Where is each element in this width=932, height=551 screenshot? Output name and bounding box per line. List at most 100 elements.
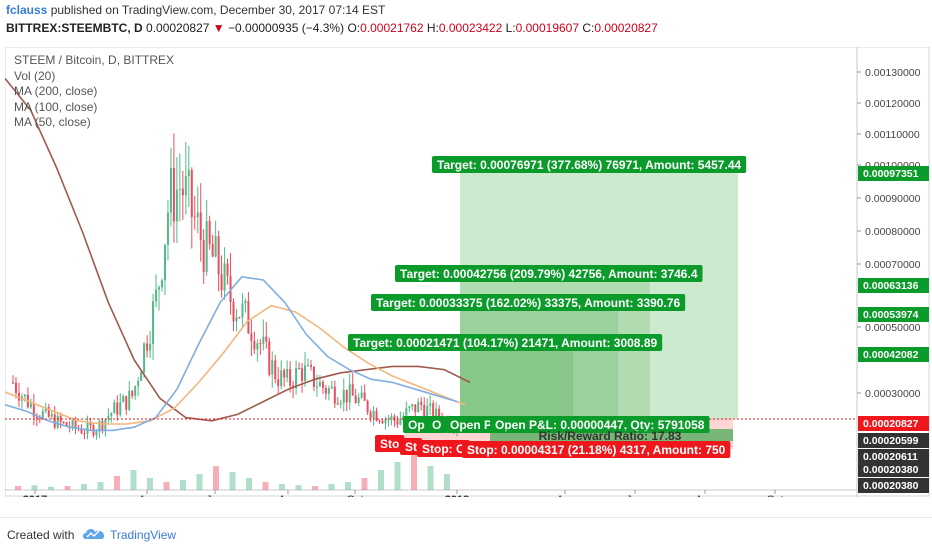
volume-bar [295,485,302,490]
candle-body [414,404,417,413]
candle-body [315,386,318,388]
candle-body [268,341,271,375]
candle-body [417,401,420,413]
chart-area[interactable]: 0.001300000.001200000.001100000.00100000… [5,47,930,497]
entry-label-text: Open P&L: 0.00000447, Qty: 5791058 [495,418,705,432]
candle-body [140,372,143,381]
candle-body [301,368,304,381]
candle-body [71,420,74,428]
volume-bar [180,480,186,490]
price-tag-box [858,433,929,448]
legend-volume[interactable]: Vol (20) [14,68,56,83]
open-value: 0.00021762 [360,21,424,35]
price-tag: 0.00020380 [858,462,929,477]
x-tick-label: Apr [556,494,573,497]
candle-body [80,429,83,434]
candle-body [238,317,241,319]
price-tag: 0.00053974 [858,307,929,322]
candle-body [12,382,14,384]
author-name[interactable]: fclauss [6,3,48,17]
entry-label-box [490,416,710,433]
stop-label-c-text: Stop: C [422,442,465,456]
price-tag-box [858,307,929,322]
volume-bar [361,478,368,490]
footer: Created with TradingView [0,517,932,551]
price-tag-label: 0.00063136 [863,280,919,292]
stop-label-b-box [400,438,422,455]
x-tick-label: Oct [766,494,783,497]
candle-body [235,317,238,322]
price-tag-label: 0.00020599 [863,435,919,447]
candle-body [408,406,411,409]
candle-body [324,388,327,394]
target-label-4-box [348,334,663,351]
candle-body [426,405,429,418]
stop-label-a: Sto [375,435,405,452]
candle-body [345,389,348,403]
target-label-1-box [432,156,747,173]
legend-ma100[interactable]: MA (100, close) [14,99,98,114]
x-tick-label: Jun [206,494,224,497]
price-tag-label: 0.00053974 [863,309,919,321]
x-tick-label: Aug [278,494,298,497]
candle-body [134,386,137,396]
candle-body [35,416,38,419]
candle-body [116,402,119,415]
candle-body [342,389,345,403]
candle-body [247,300,250,334]
price-tag: 0.00042082 [858,347,929,362]
legend-series-title[interactable]: STEEM / Bitcoin, D, BITTREX [14,53,175,67]
candle-body [372,410,375,418]
volume-bar [147,478,153,490]
price-tag: 0.00020599 [858,433,929,448]
candle-body [137,380,140,387]
stop-label-c-box [417,440,470,457]
tradingview-brand[interactable]: TradingView [110,528,177,542]
candle-body [435,408,438,420]
candle-body [184,175,187,196]
candle-body [339,402,342,405]
candle-body [211,243,214,257]
candle-body [244,300,247,304]
stop-label-text: Stop: 0.00004317 (21.18%) 4317, Amount: … [467,443,726,457]
y-tick-label: 0.00090000 [865,193,921,205]
low-label: L: [505,21,516,35]
price-tag: 0.00097351 [858,166,929,181]
candle-body [181,188,184,196]
candle-body [101,420,104,430]
target-label-3-box [371,294,686,311]
price-tag-box [858,347,929,362]
high-label: H: [426,21,439,35]
publish-text: published on TradingView.com, December 3… [50,3,386,17]
candle-body [312,366,315,387]
candle-body [295,367,298,389]
close-label: C: [582,21,595,35]
volume-bar [394,462,401,490]
candle-body [411,404,414,407]
candle-body [190,170,193,217]
candle-body [387,419,390,421]
candle-body [172,167,175,222]
candle-body [110,413,113,416]
price-tag-label: 0.00042082 [863,349,919,361]
legend-ma200[interactable]: MA (200, close) [14,84,98,98]
price-tag-box [858,278,929,293]
candle-body [122,395,125,403]
price-tag-label: 0.00020611 [863,451,918,463]
chart-canvas[interactable]: 0.001300000.001200000.001100000.00100000… [5,47,930,497]
candle-body [155,289,158,302]
ma50-line [5,275,458,432]
candle-body [423,405,426,418]
volume-bar [130,470,137,490]
candle-body [158,287,161,290]
stop-label-a-box [375,435,405,452]
close-value: 0.00020827 [594,21,658,35]
down-arrow-icon: ▼ [212,21,225,35]
price-tag-box [858,416,929,431]
legend-ma50[interactable]: MA (50, close) [14,115,91,129]
volume-bar [378,470,384,490]
ratio-label: Risk/Reward Ratio: 17.83 [539,429,682,443]
price-tag: 0.00020611 [858,449,929,464]
candle-body [205,221,208,272]
target-label-2-box [395,265,703,282]
